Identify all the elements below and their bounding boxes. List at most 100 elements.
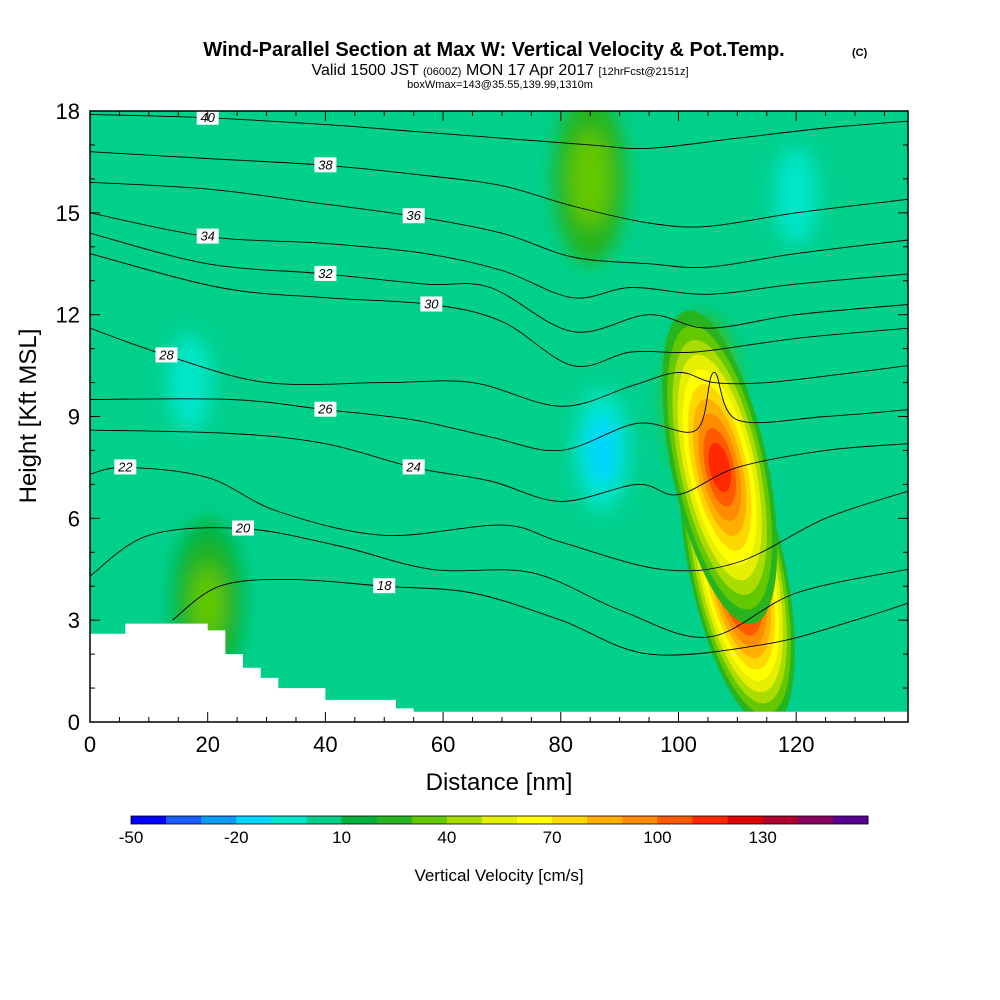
- svg-text:28: 28: [158, 347, 174, 362]
- colorbar-tick-label: 130: [749, 828, 777, 847]
- chart-title: Wind-Parallel Section at Max W: Vertical…: [203, 39, 784, 61]
- w-cell-1-level-9: [708, 442, 731, 492]
- colorbar-swatch: [657, 816, 693, 824]
- colorbar-tick-label: 10: [332, 828, 351, 847]
- pot-temp-contours: [90, 113, 908, 656]
- colorbar-swatch: [131, 816, 167, 824]
- colorbar-swatch: [166, 816, 202, 824]
- colorbar-tick-label: 100: [643, 828, 671, 847]
- svg-text:38: 38: [318, 157, 333, 172]
- theta-contour-32: [90, 232, 908, 333]
- svg-text:26: 26: [317, 402, 333, 417]
- colorbar-tick-label: -20: [224, 828, 249, 847]
- valid-utc: (0600Z): [423, 66, 462, 78]
- theta-label-36: 36: [402, 208, 425, 224]
- colorbar-swatch: [727, 816, 764, 824]
- colorbar: -50 -20 10 40 70 100 130: [119, 815, 869, 847]
- copyright-mark: (C): [852, 47, 868, 59]
- svg-text:20: 20: [235, 521, 251, 536]
- colorbar-swatch: [832, 816, 869, 824]
- colorbar-swatch: [482, 816, 518, 824]
- colorbar-swatch: [271, 816, 307, 824]
- colorbar-swatch: [306, 816, 343, 824]
- x-axis: 0 20 40 60 80 100 120: [84, 111, 885, 757]
- svg-text:34: 34: [200, 229, 214, 244]
- theta-label-18: 18: [373, 578, 396, 594]
- y-tick-label: 0: [68, 710, 80, 735]
- theta-label-38: 38: [314, 157, 337, 173]
- y-tick-label: 18: [56, 99, 80, 124]
- colorbar-tick-label: 70: [543, 828, 562, 847]
- y-tick-label: 15: [56, 201, 80, 226]
- theta-label-22: 22: [114, 459, 137, 475]
- valid-time: Valid 1500 JST: [311, 62, 419, 79]
- theta-label-20: 20: [232, 520, 255, 536]
- theta-contour-22: [90, 466, 908, 572]
- colorbar-tick-label: 40: [437, 828, 456, 847]
- theta-contour-28: [90, 327, 908, 407]
- x-axis-label: Distance [nm]: [426, 769, 573, 796]
- y-tick-label: 12: [56, 303, 80, 328]
- w-cell-6-level-1: [169, 335, 212, 431]
- theta-label-28: 28: [155, 347, 178, 363]
- y-axis-label: Height [Kft MSL]: [15, 329, 42, 504]
- y-tick-label: 3: [68, 608, 80, 633]
- theta-contour-26: [90, 371, 908, 452]
- theta-label-26: 26: [314, 401, 337, 417]
- colorbar-swatch: [201, 816, 237, 824]
- box-info: boxWmax=143@35.55,139.99,1310m: [407, 79, 593, 91]
- colorbar-swatch: [797, 816, 834, 824]
- svg-text:36: 36: [406, 208, 421, 223]
- forecast-info: [12hrFcst@2151z]: [598, 66, 688, 78]
- chart-subtitle: Valid 1500 JST (0600Z) MON 17 Apr 2017 […: [311, 62, 688, 79]
- colorbar-swatch: [341, 816, 378, 824]
- svg-text:30: 30: [424, 296, 439, 311]
- w-cell-3-level-2: [585, 415, 618, 486]
- colorbar-swatch: [552, 816, 588, 824]
- svg-text:32: 32: [318, 266, 333, 281]
- w-cell-7-level-1: [775, 148, 818, 244]
- y-tick-label: 6: [68, 506, 80, 531]
- vertical-velocity-cells: [662, 310, 795, 722]
- x-tick-label: 120: [778, 732, 815, 757]
- terrain-mask: [90, 623, 908, 722]
- colorbar-swatch: [376, 816, 413, 824]
- colorbar-swatch: [446, 816, 483, 824]
- x-tick-label: 80: [549, 732, 573, 757]
- w-cell-4-level-2: [191, 568, 224, 639]
- theta-contour-38: [90, 151, 908, 228]
- colorbar-swatch: [236, 816, 272, 824]
- svg-text:18: 18: [377, 578, 392, 593]
- theta-contour-20: [90, 527, 908, 638]
- colorbar-swatch: [692, 816, 729, 824]
- theta-contour-40: [90, 113, 908, 150]
- theta-contour-24: [90, 429, 908, 502]
- y-tick-label: 9: [68, 405, 80, 430]
- colorbar-swatch: [587, 816, 623, 824]
- svg-text:24: 24: [405, 459, 420, 474]
- colorbar-swatch: [517, 816, 553, 824]
- theta-label-34: 34: [196, 228, 219, 244]
- valid-date: MON 17 Apr 2017: [466, 62, 594, 79]
- theta-contour-18: [172, 578, 908, 656]
- theta-contour-34: [90, 212, 908, 299]
- theta-contour-36: [90, 181, 908, 268]
- w-cell-5-level-1: [569, 131, 612, 227]
- colorbar-swatch: [762, 816, 799, 824]
- colorbar-label: Vertical Velocity [cm/s]: [414, 866, 583, 885]
- colorbar-swatch: [411, 816, 448, 824]
- x-tick-label: 40: [313, 732, 337, 757]
- x-tick-label: 100: [660, 732, 697, 757]
- theta-label-24: 24: [402, 459, 425, 475]
- x-tick-label: 20: [195, 732, 219, 757]
- colorbar-tick-label: -50: [119, 828, 144, 847]
- x-tick-label: 60: [431, 732, 455, 757]
- colorbar-swatch: [622, 816, 658, 824]
- svg-text:22: 22: [117, 459, 133, 474]
- x-tick-label: 0: [84, 732, 96, 757]
- theta-contour-30: [90, 253, 908, 368]
